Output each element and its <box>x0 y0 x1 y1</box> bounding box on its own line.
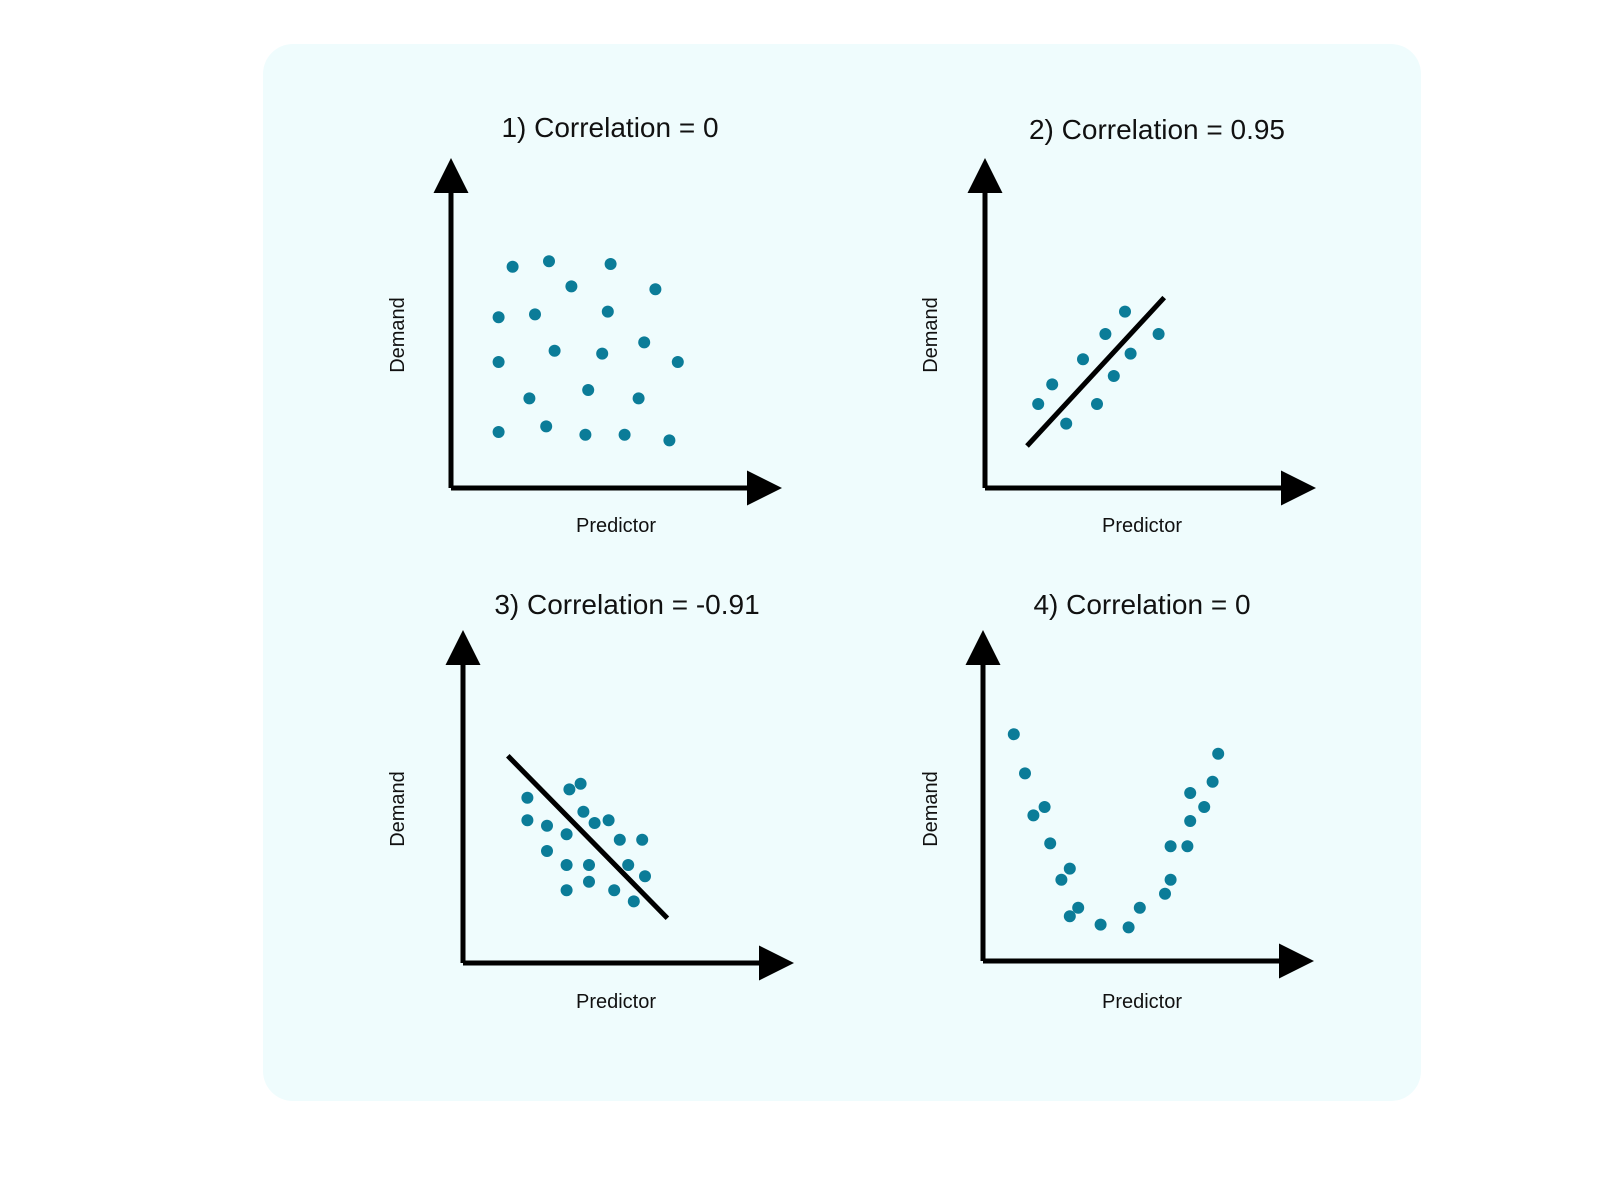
chart-1-plot <box>492 255 684 447</box>
chart-3-point <box>639 870 651 883</box>
chart-2-point <box>1060 417 1073 430</box>
chart-1-point <box>632 392 645 405</box>
chart-4-point <box>1038 801 1051 813</box>
chart-1-point <box>529 308 541 321</box>
chart-2-point <box>1032 398 1045 410</box>
chart-1-point <box>663 434 676 447</box>
chart-4-point <box>1164 873 1177 886</box>
chart-2-title: 2) Correlation = 0.95 <box>1029 114 1285 145</box>
chart-3-point <box>583 859 595 871</box>
chart-3-point <box>588 817 601 829</box>
chart-4-plot <box>1007 728 1225 934</box>
chart-4-point <box>1007 728 1020 741</box>
chart-4-x-label: Predictor <box>1102 991 1182 1013</box>
chart-1-point <box>523 392 536 405</box>
chart-4: 4) Correlation = 0 Predictor Demand <box>920 589 1314 1013</box>
chart-3-point <box>613 833 626 846</box>
chart-2: 2) Correlation = 0.95 Predictor Demand <box>920 114 1316 537</box>
chart-1-point <box>543 255 555 268</box>
chart-1-point <box>579 428 592 441</box>
chart-1-point <box>492 311 505 324</box>
chart-2-point <box>1124 347 1137 360</box>
chart-1-point <box>565 280 578 293</box>
chart-4-point <box>1181 840 1194 853</box>
chart-2-point <box>1119 305 1131 318</box>
chart-3-point <box>541 819 553 832</box>
chart-3-title: 3) Correlation = -0.91 <box>494 589 759 620</box>
chart-4-point <box>1063 862 1076 875</box>
chart-3: 3) Correlation = -0.91 Predictor Demand <box>387 589 794 1013</box>
chart-3-plot <box>506 754 670 920</box>
chart-3-point <box>627 895 640 908</box>
chart-2-point <box>1046 378 1059 391</box>
chart-2-point <box>1099 328 1112 340</box>
chart-3-point <box>574 777 587 790</box>
chart-3-point <box>521 814 534 827</box>
chart-4-point <box>1027 809 1040 822</box>
chart-1-x-label: Predictor <box>576 515 656 537</box>
chart-4-point <box>1159 887 1171 900</box>
chart-3-point <box>636 833 649 846</box>
chart-1-point <box>671 356 684 368</box>
chart-4-point <box>1072 901 1085 914</box>
chart-2-plot <box>1025 295 1167 448</box>
chart-2-point <box>1091 398 1103 410</box>
chart-1-point <box>596 347 609 360</box>
chart-4-point <box>1122 921 1135 934</box>
chart-3-x-label: Predictor <box>576 991 656 1013</box>
chart-3-point <box>521 791 534 804</box>
chart-2-x-label: Predictor <box>1102 515 1182 537</box>
chart-4-title: 4) Correlation = 0 <box>1033 589 1250 620</box>
chart-3-point <box>560 884 573 897</box>
chart-4-point <box>1019 767 1031 780</box>
chart-4-point <box>1044 837 1057 850</box>
chart-1-point <box>492 356 505 368</box>
chart-3-y-label: Demand <box>387 771 409 847</box>
chart-2-point <box>1077 353 1089 366</box>
chart-1-point <box>548 344 561 357</box>
chart-4-point <box>1133 901 1146 914</box>
chart-3-point <box>608 884 621 897</box>
chart-1-point <box>506 260 519 273</box>
figure-panel <box>263 44 1421 1101</box>
chart-1-point <box>638 336 651 349</box>
chart-1-point <box>582 384 595 396</box>
chart-3-point <box>602 814 615 827</box>
chart-3-point <box>541 845 553 857</box>
chart-4-point <box>1184 787 1197 799</box>
chart-4-point <box>1063 910 1076 923</box>
chart-1: 1) Correlation = 0 Predictor Demand <box>387 112 782 537</box>
chart-4-point <box>1184 815 1197 827</box>
chart-3-point <box>583 875 595 888</box>
chart-2-y-label: Demand <box>920 297 942 373</box>
chart-1-point <box>601 305 614 318</box>
chart-2-point <box>1107 370 1120 382</box>
chart-3-point <box>577 805 590 818</box>
chart-1-point <box>649 283 662 296</box>
chart-1-title: 1) Correlation = 0 <box>501 112 718 143</box>
chart-4-y-label: Demand <box>920 771 942 847</box>
chart-3-point <box>560 859 573 871</box>
chart-2-fit-line <box>1025 295 1167 448</box>
chart-4-point <box>1198 801 1211 813</box>
chart-1-point <box>618 428 631 441</box>
chart-4-point <box>1212 747 1225 760</box>
chart-3-point <box>560 828 573 841</box>
chart-3-point <box>622 859 635 871</box>
chart-1-point <box>540 420 553 433</box>
chart-2-point <box>1152 328 1165 340</box>
chart-3-fit-line <box>506 754 670 920</box>
chart-1-point <box>604 258 617 270</box>
chart-1-point <box>492 426 505 438</box>
chart-3-point <box>563 783 576 796</box>
chart-4-point <box>1055 873 1068 886</box>
chart-1-y-label: Demand <box>387 297 409 373</box>
chart-4-point <box>1094 918 1107 931</box>
chart-4-point <box>1164 840 1177 853</box>
chart-4-point <box>1206 775 1219 788</box>
